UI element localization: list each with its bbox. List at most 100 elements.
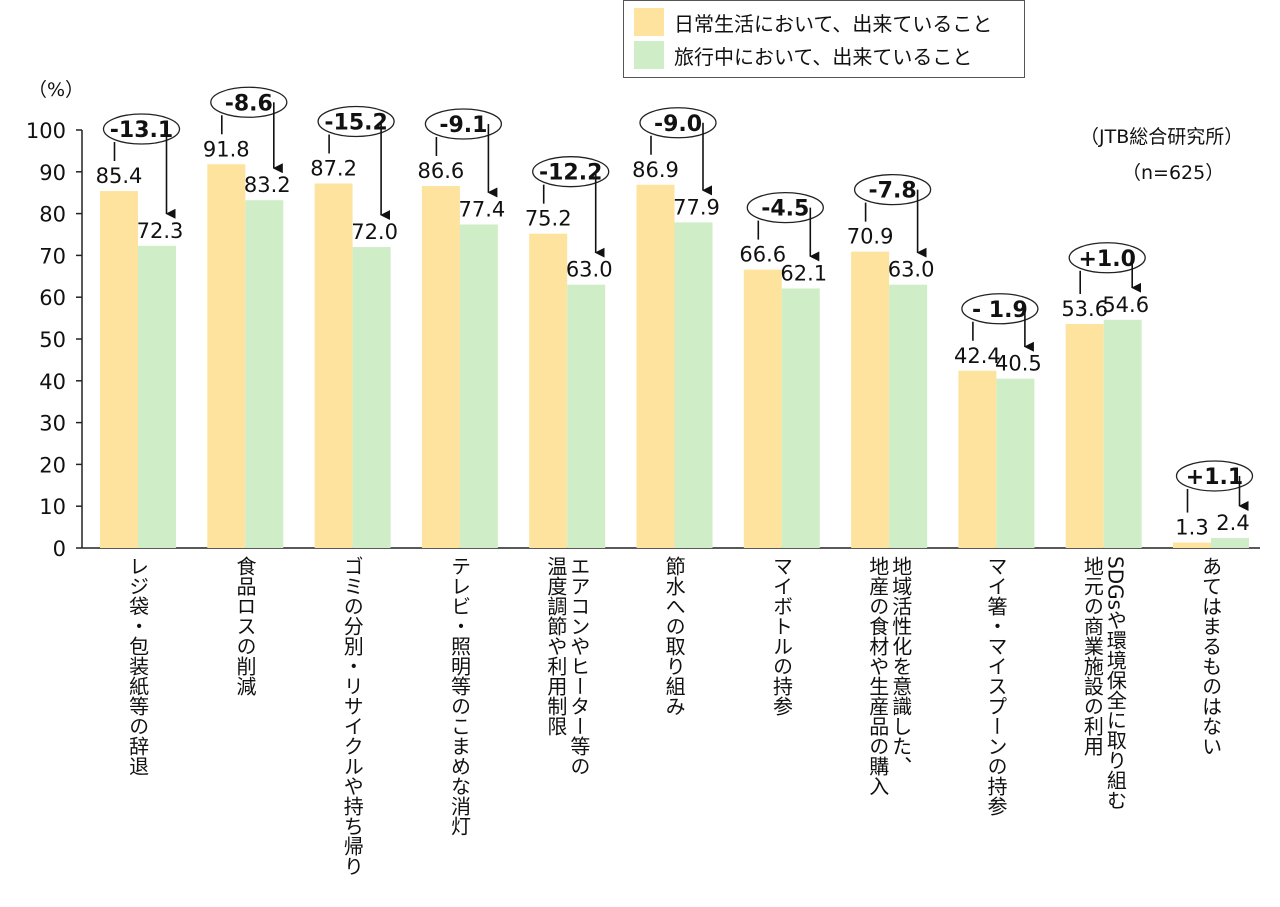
value-label-travel: 72.0: [351, 220, 398, 244]
bar-travel: [567, 284, 606, 548]
bar-travel: [1211, 537, 1249, 548]
y-tick-label: 100: [26, 119, 66, 143]
y-tick-label: 60: [39, 286, 66, 310]
difference-label: +1.0: [1078, 247, 1135, 272]
sample-size-note: （n=625）: [1122, 162, 1225, 184]
y-tick-label: 80: [39, 203, 66, 227]
difference-ellipse: [424, 108, 503, 140]
category-label: テレビ・照明等のこまめな消灯: [448, 556, 472, 836]
bar-travel: [138, 245, 176, 548]
bar-daily: [100, 191, 138, 548]
difference-ellipse: [1175, 460, 1254, 492]
bar-daily: [958, 370, 997, 548]
difference-ellipse: [102, 113, 181, 145]
value-label-daily: 91.8: [203, 137, 250, 161]
bar-daily: [207, 164, 246, 548]
legend-item-daily: 日常生活において、出来ていること: [634, 8, 992, 36]
category-label: SDGsや環境保全に取り組む: [1103, 556, 1127, 810]
value-label-travel: 62.1: [780, 261, 827, 285]
bar-daily: [529, 233, 568, 548]
legend: 日常生活において、出来ていること 旅行中において、出来ていること: [623, 0, 1025, 78]
category-label: レジ袋・包装紙等の辞退: [126, 556, 150, 776]
y-tick-label: 0: [53, 537, 66, 561]
bar-daily: [421, 186, 460, 548]
value-label-daily: 70.9: [847, 225, 894, 249]
value-label-travel: 83.2: [244, 173, 291, 197]
legend-swatch-daily: [634, 8, 664, 36]
bar-daily: [636, 184, 675, 548]
difference-ellipse: [1068, 242, 1146, 274]
value-label-daily: 85.4: [96, 164, 143, 188]
value-label-daily: 53.6: [1061, 297, 1108, 321]
y-tick-label: 40: [39, 370, 66, 394]
value-label-daily: 87.2: [310, 157, 357, 181]
bar-daily: [851, 251, 890, 548]
value-label-daily: 75.2: [525, 207, 572, 231]
bar-travel: [781, 288, 820, 548]
value-label-daily: 86.6: [418, 159, 465, 183]
y-tick-label: 90: [39, 161, 66, 185]
value-label-travel: 77.9: [673, 195, 720, 219]
category-label: あてはまるものはない: [1199, 556, 1223, 756]
difference-label: -7.8: [869, 179, 917, 204]
difference-ellipse: [210, 86, 288, 118]
category-label: 節水への取り組み: [662, 556, 686, 716]
bar-daily: [1065, 323, 1104, 548]
bar-daily: [1173, 542, 1211, 548]
category-label: 地域活性化を意識した、: [889, 556, 913, 776]
difference-label: -9.1: [439, 113, 487, 138]
bar-travel: [996, 378, 1035, 548]
legend-item-travel: 旅行中において、出来ていること: [634, 41, 972, 69]
value-label-travel: 2.4: [1216, 511, 1249, 535]
value-label-travel: 40.5: [995, 352, 1042, 376]
y-tick-label: 10: [39, 495, 66, 519]
bar-daily: [314, 183, 353, 548]
category-label: 食品ロスの削減: [233, 556, 257, 696]
y-axis-unit-label: （%）: [28, 79, 85, 101]
y-tick-label: 20: [39, 453, 66, 477]
difference-label: -8.6: [225, 91, 273, 116]
value-label-travel: 54.6: [1102, 293, 1149, 317]
difference-ellipse: [639, 107, 717, 139]
bar-travel: [352, 247, 391, 549]
difference-label: +1.1: [1186, 465, 1243, 490]
difference-label: - 1.9: [972, 298, 1028, 323]
bar-travel: [459, 224, 498, 548]
bar-travel: [889, 284, 928, 548]
value-label-travel: 77.4: [459, 197, 506, 221]
bar-travel: [1103, 319, 1142, 548]
category-label: ゴミの分別・リサイクルや持ち帰り: [340, 556, 364, 876]
difference-ellipse: [317, 105, 395, 138]
value-label-travel: 72.3: [137, 219, 184, 243]
value-label-daily: 66.6: [739, 243, 786, 267]
category-label: 地産の食材や生産品の購入: [866, 556, 890, 796]
category-label: エアコンやヒーター等の: [567, 556, 591, 776]
bar-daily: [743, 269, 782, 548]
category-label: 地元の商業施設の利用: [1080, 556, 1104, 756]
difference-label: -15.2: [324, 111, 387, 136]
category-label: マイボトルの持参: [769, 556, 793, 716]
legend-swatch-travel: [634, 41, 664, 69]
y-tick-label: 50: [39, 328, 66, 352]
difference-ellipse: [961, 293, 1039, 325]
bar-travel: [245, 200, 284, 548]
legend-label-daily: 日常生活において、出来ていること: [674, 11, 993, 36]
difference-label: -13.1: [110, 118, 173, 143]
y-tick-label: 30: [39, 412, 66, 436]
category-label: 温度調節や利用制限: [544, 556, 568, 736]
source-note: （JTB総合研究所）: [1080, 126, 1244, 148]
bar-travel: [674, 222, 713, 549]
category-label: マイ箸・マイスプーンの持参: [984, 556, 1008, 816]
difference-label: -12.2: [539, 161, 602, 186]
y-tick-label: 70: [39, 244, 66, 268]
value-label-travel: 63.0: [566, 258, 613, 282]
difference-ellipse: [853, 173, 932, 206]
value-label-travel: 63.0: [888, 258, 935, 282]
value-label-daily: 1.3: [1175, 516, 1208, 540]
value-label-daily: 42.4: [954, 344, 1001, 368]
difference-ellipse: [532, 156, 610, 188]
legend-label-travel: 旅行中において、出来ていること: [674, 44, 973, 69]
difference-label: -9.0: [654, 112, 702, 137]
difference-label: -4.5: [761, 197, 809, 222]
